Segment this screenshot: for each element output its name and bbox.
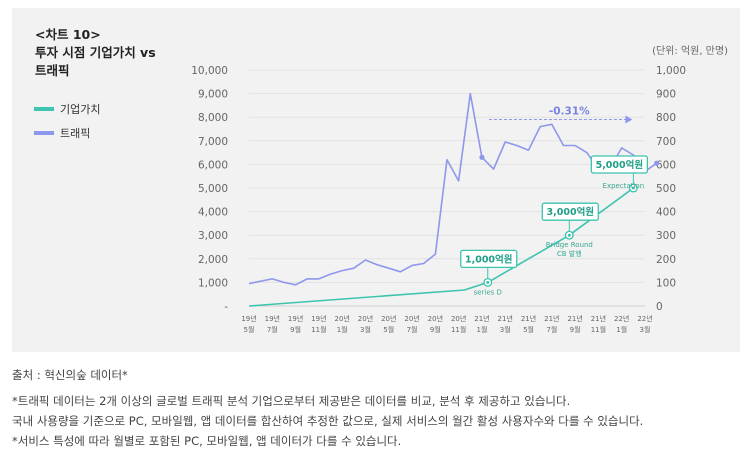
x-tick-label-year: 20년 [404,314,419,323]
x-tick-label-month: 5월 [383,325,394,334]
x-tick-label-month: 1월 [337,325,348,334]
trend-label: -0.31% [549,106,590,118]
x-tick-label-year: 20년 [451,314,466,323]
annotation-note: CB 발행 [557,249,582,258]
y-right-tick-label: 0 [656,301,663,313]
y-right-tick-label: 800 [656,112,676,124]
footnote-line-1: *트래픽 데이터는 2개 이상의 글로벌 트래픽 분석 기업으로부터 제공받은 … [12,394,571,408]
y-right-tick-label: 1,000 [656,65,686,77]
x-tick-label-month: 5월 [523,325,534,334]
x-tick-label-month: 3월 [500,325,511,334]
annotation-note: Expectation [603,182,645,190]
unit-label: (단위: 억원, 만명) [652,46,728,57]
chart-plot: - 0 1,000 100 2,000 200 3,000 300 4,000 400 5,000 5… [191,65,686,334]
x-tick-label-month: 11월 [451,325,466,334]
legend-swatch-traffic [34,131,54,135]
y-right-tick-label: 300 [656,230,676,242]
x-tick-label-year: 21년 [591,314,606,323]
x-tick-label-year: 20년 [381,314,396,323]
y-right-tick-label: 400 [656,207,676,219]
x-tick-label-year: 19년 [241,314,256,323]
x-tick-label-year: 21년 [567,314,582,323]
trend-arrow-head [625,115,633,124]
x-tick-label-month: 9월 [290,325,301,334]
y-left-tick-label: - [224,301,228,313]
y-left-tick-label: 6,000 [198,159,228,171]
y-right-tick-label: 200 [656,254,676,266]
legend-swatch-valuation [34,107,54,111]
y-left-tick-label: 10,000 [191,65,228,77]
legend-item-traffic: 트래픽 [34,125,90,141]
x-tick-label-month: 9월 [570,325,581,334]
x-tick-label-month: 9월 [430,325,441,334]
chart-title-line-2: 트래픽 [35,63,70,78]
x-tick-label-year: 21년 [521,314,536,323]
y-left-tick-label: 5,000 [198,183,228,195]
x-tick-label-month: 5월 [244,325,255,334]
y-right-tick-label: 600 [656,159,676,171]
y-left-tick-label: 1,000 [198,277,228,289]
x-tick-label-month: 7월 [546,325,557,334]
annotation-value: 1,000억원 [465,253,513,265]
footnote-source: 출처 : 혁신의숲 데이터* [12,368,128,382]
traffic-marker-end [654,160,660,166]
chart-title-line-1: 투자 시점 기업가치 vs [35,45,156,60]
y-right-tick-label: 500 [656,183,676,195]
y-left-tick-label: 7,000 [198,136,228,148]
annotation-box [541,202,599,221]
y-left-tick-label: 2,000 [198,254,228,266]
annotation-marker-dot [567,233,571,237]
footnote-line-3: *서비스 특성에 따라 월별로 포함된 PC, 모바일웹, 앱 데이터가 다를 … [12,434,402,448]
legend-label-traffic: 트래픽 [60,127,91,140]
x-tick-label-year: 21년 [474,314,489,323]
y-right-tick-label: 900 [656,89,676,101]
x-tick-label-month: 7월 [267,325,278,334]
annotation-value: 5,000억원 [596,159,644,171]
y-left-tick-label: 4,000 [198,207,228,219]
y-right-tick-label: 700 [656,136,676,148]
x-tick-label-year: 20년 [358,314,373,323]
x-tick-label-month: 7월 [407,325,418,334]
traffic-marker-start [479,154,485,160]
x-tick-label-month: 1월 [616,325,627,334]
x-tick-label-month: 11월 [591,325,606,334]
annotation-box [590,155,649,174]
chart-panel: <차트 10> 투자 시점 기업가치 vs 트래픽 기업가치 트래픽 (단위: … [12,8,740,352]
x-tick-label-month: 3월 [360,325,371,334]
x-tick-label-year: 19년 [311,314,326,323]
legend-item-valuation: 기업가치 [34,101,100,117]
chart-title: <차트 10> 투자 시점 기업가치 vs 트래픽 [35,26,156,80]
footnote-line-2: 국내 사용량을 기준으로 PC, 모바일웹, 앱 데이터를 합산하여 추정한 값… [12,414,644,428]
y-left-tick-label: 8,000 [198,112,228,124]
annotation-value: 3,000억원 [547,206,595,218]
annotation-marker-dot [486,280,490,284]
x-tick-label-month: 1월 [476,325,487,334]
x-tick-label-month: 3월 [640,325,651,334]
x-tick-label-year: 19년 [288,314,303,323]
y-left-tick-label: 9,000 [198,89,228,101]
chart-number: <차트 10> [35,27,101,42]
y-right-tick-label: 100 [656,277,676,289]
footnotes: 출처 : 혁신의숲 데이터* *트래픽 데이터는 2개 이상의 글로벌 트래픽 … [12,365,643,451]
x-tick-label-year: 22년 [614,314,629,323]
traffic-line [248,92,658,286]
x-tick-label-year: 21년 [544,314,559,323]
annotation-box [460,249,518,269]
y-left-tick-label: 3,000 [198,230,228,242]
annotation-note: Bridge Round [546,241,593,249]
x-tick-label-year: 20년 [334,314,349,323]
legend-label-valuation: 기업가치 [60,103,101,116]
x-tick-label-year: 21년 [498,314,513,323]
annotation-note: series D [474,288,502,296]
x-tick-label-month: 11월 [311,325,326,334]
x-tick-label-year: 19년 [265,314,280,323]
annotation-marker-dot [631,186,635,190]
x-tick-label-year: 20년 [428,314,443,323]
x-tick-label-year: 22년 [637,314,652,323]
